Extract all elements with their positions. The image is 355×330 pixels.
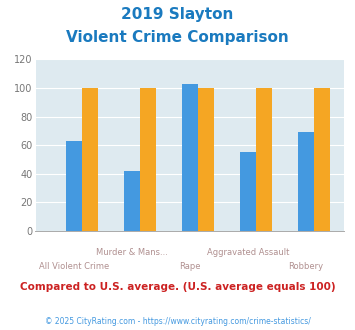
Bar <box>298 132 314 231</box>
Text: Compared to U.S. average. (U.S. average equals 100): Compared to U.S. average. (U.S. average … <box>20 282 335 292</box>
Text: Robbery: Robbery <box>288 262 323 271</box>
Text: © 2025 CityRating.com - https://www.cityrating.com/crime-statistics/: © 2025 CityRating.com - https://www.city… <box>45 317 310 326</box>
Bar <box>66 141 82 231</box>
Bar <box>256 88 272 231</box>
Bar <box>314 88 330 231</box>
Text: 2019 Slayton: 2019 Slayton <box>121 7 234 21</box>
Bar <box>82 88 98 231</box>
Text: All Violent Crime: All Violent Crime <box>39 262 109 271</box>
Text: Murder & Mans...: Murder & Mans... <box>96 248 168 257</box>
Bar <box>182 84 198 231</box>
Bar <box>240 152 256 231</box>
Bar <box>140 88 156 231</box>
Bar <box>124 171 140 231</box>
Text: Rape: Rape <box>179 262 201 271</box>
Text: Violent Crime Comparison: Violent Crime Comparison <box>66 30 289 45</box>
Bar <box>198 88 214 231</box>
Text: Aggravated Assault: Aggravated Assault <box>207 248 289 257</box>
